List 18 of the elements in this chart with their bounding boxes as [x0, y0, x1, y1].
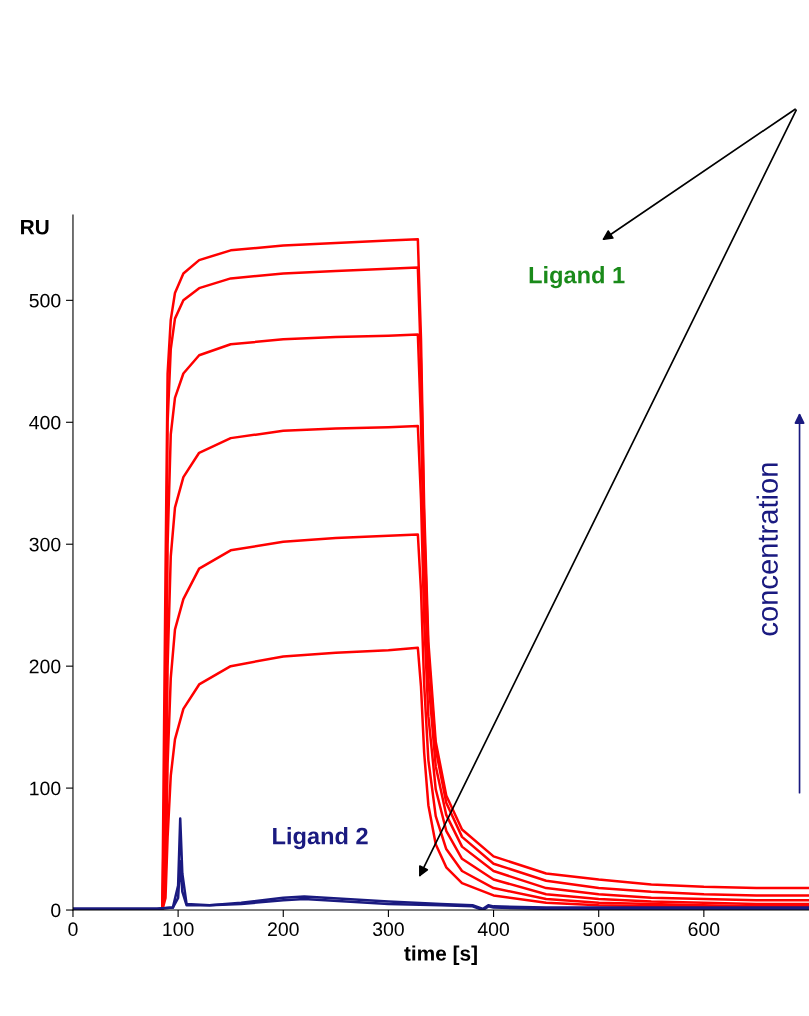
y-tick-label: 200 [29, 659, 61, 674]
annotation: Ligand 2 [273, 827, 368, 850]
y-tick-label: 400 [29, 415, 61, 430]
x-tick-label: 300 [372, 922, 404, 937]
x-tick-label: 600 [688, 922, 720, 937]
y-tick-label: 100 [30, 781, 61, 796]
x-tick-label: 0 [68, 922, 78, 937]
x-axis-title: time [s] [404, 945, 477, 965]
annotation: concentration [756, 463, 778, 636]
y-tick-label: 500 [29, 293, 61, 308]
y-tick-label: 300 [29, 537, 61, 552]
x-tick-label: 400 [477, 922, 510, 937]
annotation: Ligand 1 [529, 266, 625, 289]
x-tick-label: 100 [163, 922, 194, 937]
x-tick-label: 200 [268, 922, 299, 937]
y-tick-label: 0 [51, 903, 61, 918]
y-axis-title: RU [21, 219, 49, 235]
x-tick-label: 500 [583, 922, 615, 937]
